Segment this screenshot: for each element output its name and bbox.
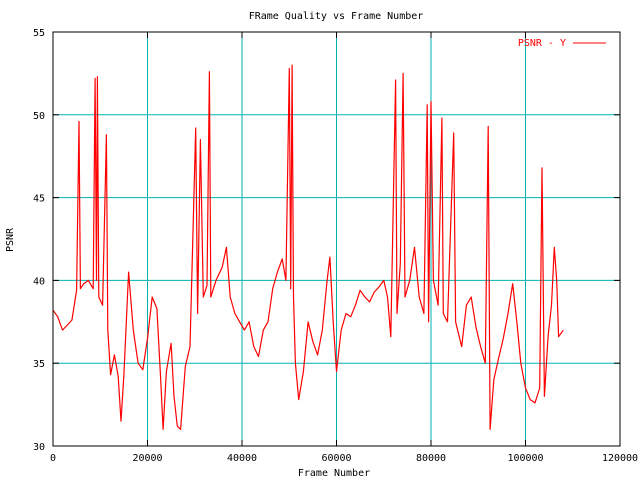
y-tick-label: 35 — [33, 359, 45, 370]
x-tick-label: 80000 — [416, 453, 446, 464]
x-tick-label: 100000 — [507, 453, 543, 464]
x-axis-label: Frame Number — [298, 468, 370, 479]
series-layer — [52, 64, 564, 430]
y-axis-label: PSNR — [5, 227, 16, 252]
chart-title: FRame Quality vs Frame Number — [249, 11, 424, 22]
axis-ticks: 0 20000 40000 60000 80000 100000 120000 30 35 40 4… — [33, 28, 638, 464]
x-tick-label: 60000 — [321, 453, 351, 464]
y-tick-label: 30 — [33, 442, 45, 453]
x-tick-label: 0 — [50, 453, 56, 464]
y-tick-label: 40 — [33, 276, 45, 287]
series-line-psnr-y — [52, 64, 564, 430]
x-tick-label: 20000 — [132, 453, 162, 464]
y-tick-label: 45 — [33, 194, 45, 205]
x-tick-label: 120000 — [602, 453, 638, 464]
x-tick-label: 40000 — [227, 453, 257, 464]
legend: PSNR - Y — [518, 38, 606, 49]
y-tick-label: 50 — [33, 111, 45, 122]
y-tick-label: 55 — [33, 28, 45, 39]
legend-label-psnr-y: PSNR - Y — [518, 38, 566, 49]
grid-lines — [53, 32, 620, 446]
